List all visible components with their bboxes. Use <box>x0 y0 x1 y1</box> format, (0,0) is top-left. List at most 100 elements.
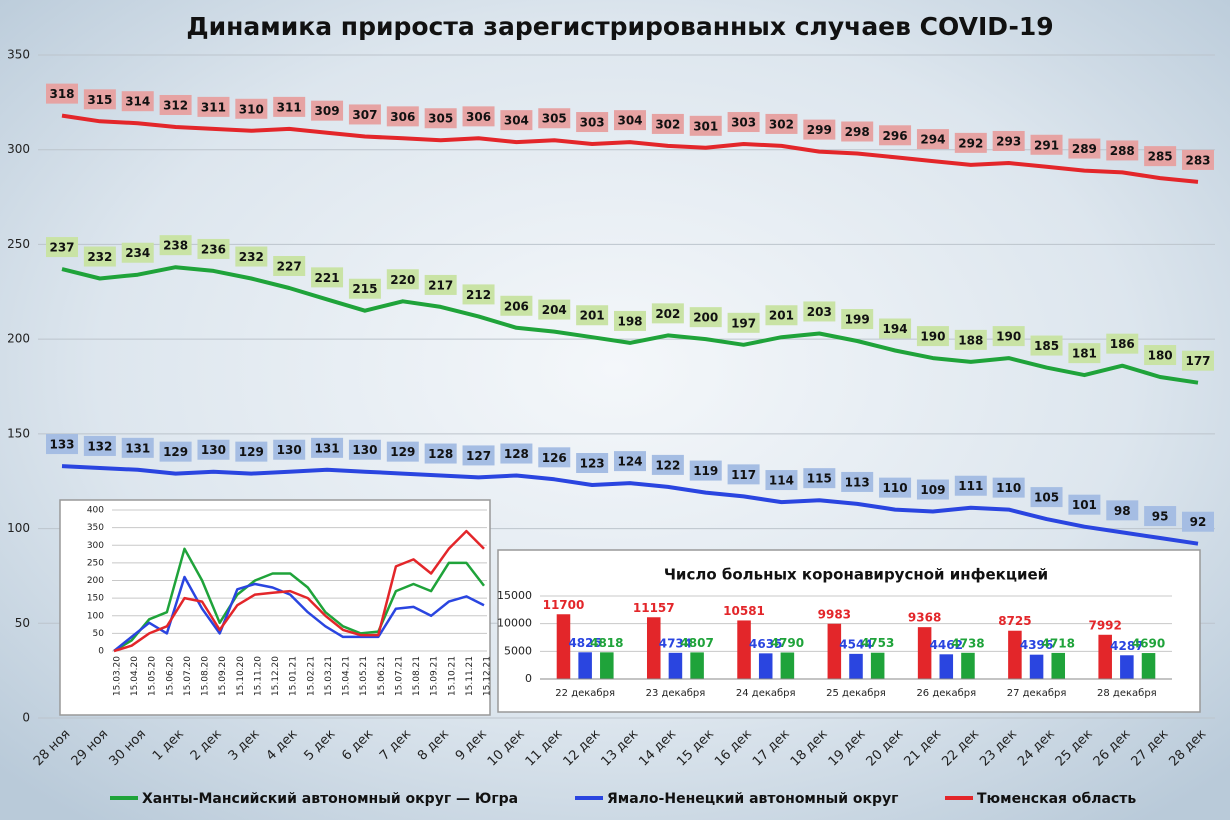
data-label: 119 <box>693 464 718 478</box>
data-label-box <box>46 434 78 455</box>
data-label: 291 <box>1034 138 1059 152</box>
x-tick-label: 15.04.20 <box>130 656 140 696</box>
data-label: 114 <box>769 474 794 488</box>
data-label: 4396 <box>1020 638 1053 652</box>
data-label: 215 <box>352 282 377 296</box>
data-label-box <box>311 100 344 121</box>
data-label: 307 <box>352 108 377 122</box>
data-label: 201 <box>769 309 794 323</box>
data-label-box <box>1144 345 1177 366</box>
bar <box>827 623 842 679</box>
data-label: 98 <box>1114 504 1131 518</box>
data-label: 306 <box>466 110 491 124</box>
data-label: 7992 <box>1088 618 1121 632</box>
data-label: 194 <box>883 322 908 336</box>
y-tick-label: 350 <box>87 523 104 533</box>
data-label: 101 <box>1072 498 1097 512</box>
data-label: 4790 <box>771 636 804 650</box>
x-tick-label: 15.05.21 <box>359 656 369 696</box>
data-label: 4738 <box>951 636 984 650</box>
x-tick-label: 22 декабря <box>555 688 615 699</box>
data-label-box <box>386 441 419 462</box>
data-label: 288 <box>1110 144 1135 158</box>
data-label: 4718 <box>1042 636 1075 650</box>
data-label: 238 <box>163 239 188 253</box>
y-tick-label: 300 <box>7 142 30 156</box>
x-tick-label: 15.02.21 <box>306 656 316 696</box>
data-label-box <box>235 98 268 119</box>
data-label-box <box>954 132 987 153</box>
bar <box>600 652 614 679</box>
data-label: 305 <box>542 112 567 126</box>
data-label: 4690 <box>1132 637 1165 651</box>
data-label: 294 <box>920 133 945 147</box>
data-label-box <box>500 443 533 464</box>
data-label-box <box>462 106 495 127</box>
data-label-box <box>765 470 798 491</box>
data-label: 122 <box>655 458 680 472</box>
data-label-box <box>651 303 684 324</box>
bar <box>849 653 863 679</box>
data-label: 129 <box>390 445 415 459</box>
data-label: 198 <box>617 314 642 328</box>
bar <box>917 627 932 679</box>
x-tick-label: 15.10.20 <box>236 656 246 696</box>
bar <box>1008 630 1022 679</box>
bar <box>578 652 592 679</box>
data-label: 131 <box>315 441 340 455</box>
data-label-box <box>46 237 78 258</box>
data-label: 117 <box>731 468 756 482</box>
data-label: 298 <box>845 125 870 139</box>
x-tick-label: 15.06.21 <box>377 656 387 696</box>
data-label: 203 <box>807 305 832 319</box>
data-label-box <box>614 451 646 472</box>
data-label-box <box>803 468 836 489</box>
chart-title: Число больных коронавирусной инфекцией <box>664 566 1048 584</box>
x-tick-label: 15.06.20 <box>165 656 175 696</box>
data-label-box <box>916 479 949 500</box>
y-tick-label: 300 <box>87 541 104 551</box>
data-label-box <box>538 299 571 320</box>
data-label-box <box>1030 134 1063 155</box>
data-label-box <box>1068 138 1101 159</box>
data-label: 111 <box>958 479 983 493</box>
data-label: 237 <box>49 241 74 255</box>
data-label-box <box>765 305 798 326</box>
series-line <box>113 547 485 653</box>
x-tick-label: 24 декабря <box>736 688 796 699</box>
data-label-box <box>841 309 874 330</box>
bar <box>780 652 795 679</box>
data-label-box <box>386 106 419 127</box>
data-label: 293 <box>996 134 1021 148</box>
x-tick-label: 15.12.21 <box>483 656 493 696</box>
data-label-box <box>1068 494 1101 515</box>
data-label-box <box>121 91 154 112</box>
x-tick-label: 15.05.20 <box>148 656 158 696</box>
data-label-box <box>348 278 381 299</box>
data-label-box <box>197 439 230 460</box>
data-label-box <box>348 439 381 460</box>
bar <box>737 620 751 679</box>
data-label: 312 <box>163 98 188 112</box>
y-tick-label: 200 <box>87 576 104 586</box>
data-label-box <box>424 108 457 129</box>
y-tick-label: 50 <box>15 616 30 630</box>
x-tick-label: 15.11.21 <box>465 656 475 696</box>
data-label: 303 <box>731 116 756 130</box>
data-label: 302 <box>769 117 794 131</box>
bar <box>961 652 975 679</box>
data-label: 4462 <box>930 638 963 652</box>
bar <box>1098 634 1112 679</box>
legend-label: Ханты-Мансийский автономный округ — Югра <box>142 791 518 807</box>
data-label-box <box>1144 506 1177 527</box>
data-label: 8725 <box>998 614 1031 628</box>
x-tick-label: 26 декабря <box>916 688 976 699</box>
y-tick-label: 0 <box>525 672 532 685</box>
bar <box>1141 653 1156 679</box>
data-label-box <box>83 246 116 267</box>
data-label-box <box>841 121 874 142</box>
data-label: 200 <box>693 311 718 325</box>
data-label: 234 <box>125 246 150 260</box>
data-label-box <box>1030 335 1063 356</box>
data-label: 303 <box>580 116 605 130</box>
